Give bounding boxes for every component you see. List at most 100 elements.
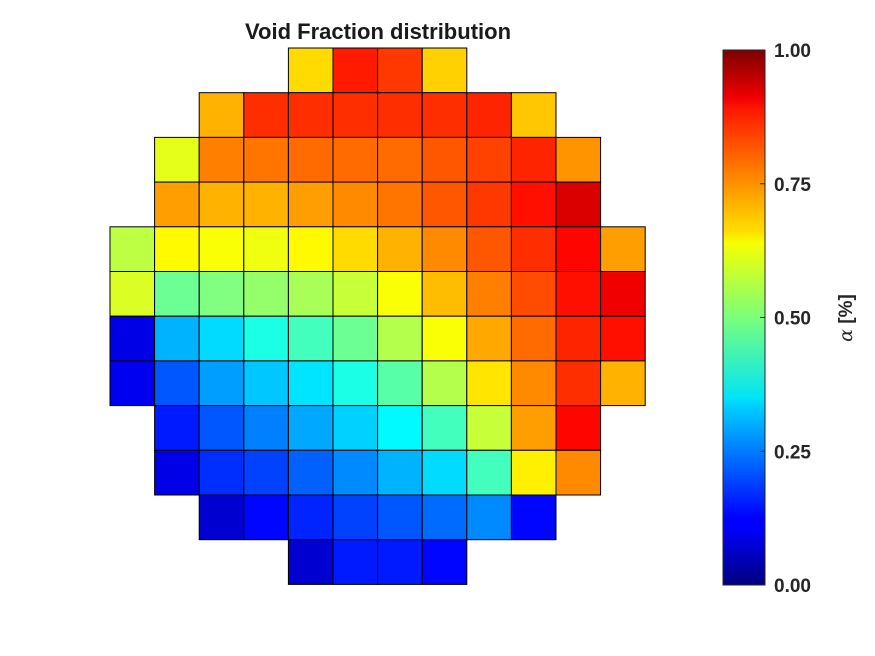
heatmap-cell [198, 271, 245, 317]
heatmap-cell [287, 360, 334, 407]
heatmap-cell [332, 405, 379, 451]
heatmap-cell [421, 226, 468, 273]
heatmap-cell [332, 92, 379, 138]
heatmap-cell [377, 360, 423, 407]
heatmap-cell [421, 315, 468, 362]
heatmap-cell [510, 226, 557, 273]
heatmap-cell [510, 494, 557, 541]
heatmap-cell [198, 226, 245, 273]
heatmap-cell [332, 181, 379, 228]
heatmap-cell [555, 226, 602, 273]
colorbar-gradient [723, 50, 765, 585]
heatmap-cell [198, 405, 245, 451]
heatmap-cell [154, 226, 200, 273]
heatmap-cell [377, 315, 423, 362]
heatmap-cell [287, 181, 334, 228]
heatmap-cell [377, 136, 423, 183]
heatmap-cell [555, 136, 602, 183]
heatmap-cell [287, 539, 334, 585]
heatmap-cell [600, 360, 646, 407]
colorbar-tick-label: 0.00 [774, 576, 811, 597]
heatmap-cell [377, 226, 423, 273]
heatmap-cell [287, 449, 334, 496]
heatmap-cell [243, 136, 289, 183]
heatmap-cell [109, 360, 156, 407]
heatmap-cell [243, 226, 289, 273]
heatmap-cell [287, 47, 334, 94]
heatmap-cell [510, 92, 557, 138]
heatmap-cell [466, 315, 512, 362]
heatmap-cell [198, 360, 245, 407]
heatmap-cell [421, 405, 468, 451]
heatmap-cell [421, 539, 468, 585]
heatmap-cell [243, 315, 289, 362]
colorbar-tick-label: 0.75 [774, 175, 811, 196]
chart-title: Void Fraction distribution [245, 19, 511, 44]
heatmap-cell [466, 226, 512, 273]
heatmap-cell [198, 92, 245, 138]
heatmap-cell [510, 315, 557, 362]
heatmap-cell [510, 136, 557, 183]
heatmap-cell [555, 181, 602, 228]
heatmap-cell [109, 271, 156, 317]
heatmap-cell [154, 449, 200, 496]
heatmap-cell [466, 405, 512, 451]
heatmap-cell [466, 449, 512, 496]
heatmap-cell [421, 494, 468, 541]
heatmap-cell [510, 449, 557, 496]
colorbar-ticks: 0.00 0.25 0.50 0.75 1.00 [760, 41, 811, 597]
heatmap-cell [377, 494, 423, 541]
heatmap-cell [510, 181, 557, 228]
heatmap-cell [466, 360, 512, 407]
heatmap-cell [332, 315, 379, 362]
heatmap-cell [198, 136, 245, 183]
colorbar-label: α [%] [835, 294, 857, 342]
heatmap-cell [243, 449, 289, 496]
colorbar-label-symbol: α [835, 329, 857, 342]
heatmap-cell [332, 271, 379, 317]
heatmap-cell [466, 136, 512, 183]
heatmap-cell [555, 271, 602, 317]
heatmap-cell [377, 449, 423, 496]
heatmap-cell [243, 92, 289, 138]
heatmap-cell [421, 360, 468, 407]
heatmap-cell [466, 494, 512, 541]
heatmap-cell [377, 539, 423, 585]
heatmap-cell [555, 449, 602, 496]
heatmap-cell [421, 449, 468, 496]
heatmap-cell [332, 136, 379, 183]
heatmap-cell [287, 271, 334, 317]
heatmap-cell [109, 315, 156, 362]
heatmap-cell [332, 449, 379, 496]
heatmap-cell [421, 181, 468, 228]
heatmap-cell [287, 226, 334, 273]
heatmap-cell [421, 271, 468, 317]
heatmap-cell [243, 494, 289, 541]
heatmap-cell [243, 271, 289, 317]
heatmap-cell [243, 181, 289, 228]
heatmap-cell [154, 181, 200, 228]
heatmap-cell [154, 360, 200, 407]
heatmap-cell [466, 181, 512, 228]
heatmap-cell [287, 315, 334, 362]
heatmap-cell [510, 405, 557, 451]
heatmap-cell [332, 226, 379, 273]
heatmap-cell [377, 92, 423, 138]
colorbar-label-unit: [%] [836, 294, 857, 329]
heatmap-cell [287, 92, 334, 138]
heatmap-cell [421, 92, 468, 138]
heatmap-cell [198, 449, 245, 496]
heatmap-cell [421, 136, 468, 183]
heatmap-cell [555, 405, 602, 451]
colorbar-tick-label: 0.50 [774, 309, 811, 330]
heatmap-cell [198, 181, 245, 228]
heatmap-cell [377, 271, 423, 317]
heatmap-cell [377, 47, 423, 94]
heatmap-cell [332, 47, 379, 94]
heatmap-cell [377, 405, 423, 451]
heatmap-cell [332, 360, 379, 407]
heatmap-cell [243, 360, 289, 407]
heatmap-cell [287, 494, 334, 541]
colorbar-tick-label: 1.00 [774, 41, 811, 62]
